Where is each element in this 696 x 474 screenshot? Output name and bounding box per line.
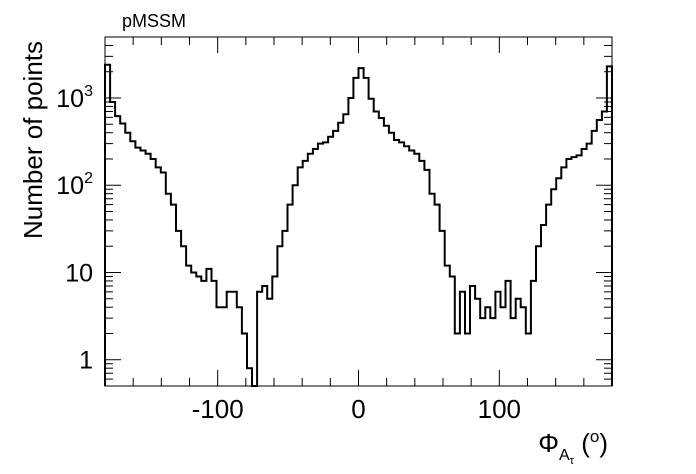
x-tick-label: -100 bbox=[192, 394, 244, 424]
x-axis-label: ΦAτ (o) bbox=[538, 427, 608, 467]
y-tick-label-base: 10 bbox=[56, 85, 84, 113]
y-tick-label-base: 10 bbox=[56, 172, 84, 200]
x-axis-label-sub: A bbox=[559, 447, 570, 464]
x-tick-label: 0 bbox=[351, 394, 365, 424]
y-tick-label: 102 bbox=[56, 170, 93, 200]
x-axis-label-unit-close: ) bbox=[599, 428, 608, 458]
chart-title: pMSSM bbox=[122, 11, 186, 31]
y-axis-ticks bbox=[105, 36, 612, 387]
x-axis-label-subsub: τ bbox=[570, 455, 575, 467]
x-axis-label-unit-sup: o bbox=[590, 427, 599, 446]
x-axis-label-unit-open: ( bbox=[574, 428, 590, 458]
y-tick-label-exp: 3 bbox=[84, 83, 93, 100]
x-axis-tick-labels: -100 0 100 bbox=[192, 394, 521, 424]
x-axis-label-symbol: Φ bbox=[538, 428, 559, 458]
x-axis-ticks bbox=[104, 37, 613, 386]
y-tick-label-exp: 2 bbox=[84, 170, 93, 187]
y-axis-label: Number of points bbox=[18, 41, 48, 239]
histogram-line bbox=[104, 63, 613, 387]
y-tick-label: 103 bbox=[56, 83, 93, 113]
y-tick-label: 10 bbox=[65, 259, 93, 287]
y-tick-label: 1 bbox=[79, 347, 93, 375]
x-tick-label: 100 bbox=[478, 394, 521, 424]
